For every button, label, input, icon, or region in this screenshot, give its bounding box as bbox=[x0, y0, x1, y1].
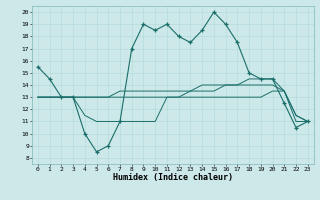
X-axis label: Humidex (Indice chaleur): Humidex (Indice chaleur) bbox=[113, 173, 233, 182]
